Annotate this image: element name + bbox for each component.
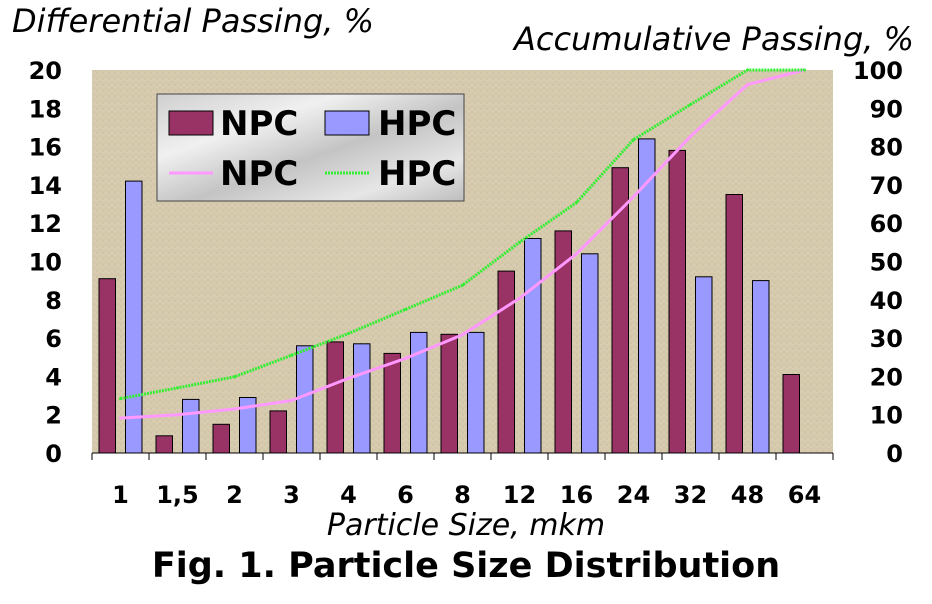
bar-npc-7 bbox=[497, 270, 515, 454]
bar-hpc-0 bbox=[125, 180, 143, 454]
legend: NPC HPC NPC HPC bbox=[156, 93, 465, 202]
legend-label-hpc-bar: HPC bbox=[378, 104, 456, 144]
legend-label-hpc-line: HPC bbox=[378, 154, 456, 194]
bar-hpc-3 bbox=[296, 345, 314, 454]
bar-npc-12 bbox=[782, 374, 800, 454]
y-tick-left: 12 bbox=[29, 210, 62, 238]
x-tick-label: 16 bbox=[560, 481, 593, 509]
bar-hpc-1 bbox=[182, 398, 200, 454]
x-tick-label: 48 bbox=[731, 481, 764, 509]
bar-npc-3 bbox=[269, 410, 287, 454]
y-tick-right: 50 bbox=[870, 249, 903, 277]
x-tick-label: 32 bbox=[674, 481, 707, 509]
point-hpc-8 bbox=[575, 201, 578, 204]
point-hpc-10 bbox=[689, 103, 692, 106]
figure-caption: Fig. 1. Particle Size Distribution bbox=[151, 546, 781, 586]
bar-npc-1 bbox=[155, 435, 173, 454]
point-hpc-0 bbox=[119, 397, 122, 401]
bar-npc-4 bbox=[326, 341, 344, 454]
y-tick-left: 8 bbox=[45, 287, 62, 315]
point-npc-9 bbox=[632, 195, 635, 199]
y-tick-right: 100 bbox=[853, 57, 903, 85]
y-tick-left: 2 bbox=[45, 402, 62, 430]
y-tick-right: 90 bbox=[870, 95, 903, 123]
y-tick-right: 20 bbox=[870, 363, 903, 391]
point-npc-3 bbox=[290, 399, 293, 402]
point-hpc-9 bbox=[632, 138, 635, 142]
point-hpc-1 bbox=[176, 386, 179, 390]
legend-swatch-hpc-bar bbox=[324, 110, 370, 136]
point-npc-8 bbox=[575, 252, 578, 256]
x-tick-label: 1 bbox=[112, 481, 129, 509]
y-tick-left: 16 bbox=[29, 134, 62, 162]
x-axis-title: Particle Size, mkm bbox=[326, 508, 606, 543]
x-tick-label: 6 bbox=[397, 481, 414, 509]
point-hpc-2 bbox=[233, 375, 236, 379]
bar-hpc-9 bbox=[638, 138, 656, 454]
bar-hpc-7 bbox=[524, 238, 542, 454]
y-tick-right: 80 bbox=[870, 134, 903, 162]
y-tick-left: 14 bbox=[29, 172, 62, 200]
y-axis-title-right: Accumulative Passing, % bbox=[513, 20, 914, 58]
x-tick-label: 3 bbox=[283, 481, 300, 509]
bar-npc-5 bbox=[383, 352, 401, 454]
point-npc-7 bbox=[518, 296, 521, 300]
bar-npc-11 bbox=[725, 194, 743, 454]
x-tick-label: 2 bbox=[226, 481, 243, 509]
x-tick-label: 12 bbox=[503, 481, 536, 509]
y-tick-left: 6 bbox=[45, 325, 62, 353]
legend-label-npc-bar: NPC bbox=[220, 104, 298, 144]
point-hpc-11 bbox=[746, 68, 749, 72]
y-tick-right: 70 bbox=[870, 172, 903, 200]
bar-hpc-8 bbox=[581, 253, 599, 454]
y-tick-left: 18 bbox=[29, 95, 62, 123]
point-npc-5 bbox=[404, 356, 407, 360]
point-npc-2 bbox=[233, 407, 236, 411]
x-tick-label: 4 bbox=[340, 481, 357, 509]
bar-hpc-10 bbox=[695, 276, 713, 454]
y-axis-title-left: Differential Passing, % bbox=[12, 2, 375, 40]
point-hpc-6 bbox=[461, 283, 464, 287]
y-tick-left: 10 bbox=[29, 249, 62, 277]
point-npc-11 bbox=[746, 83, 749, 87]
bar-npc-10 bbox=[668, 149, 686, 454]
point-hpc-4 bbox=[347, 332, 350, 335]
bar-npc-6 bbox=[440, 333, 458, 454]
x-tick-label: 24 bbox=[617, 481, 650, 509]
point-npc-6 bbox=[461, 333, 464, 337]
bar-npc-2 bbox=[212, 423, 230, 454]
point-npc-4 bbox=[347, 376, 350, 380]
bar-npc-0 bbox=[98, 278, 116, 454]
point-hpc-5 bbox=[404, 307, 407, 311]
x-tick-label: 1,5 bbox=[156, 481, 199, 509]
x-tick-label: 8 bbox=[454, 481, 471, 509]
bar-hpc-4 bbox=[353, 343, 371, 454]
legend-label-npc-line: NPC bbox=[220, 154, 298, 194]
y-tick-right: 10 bbox=[870, 402, 903, 430]
y-tick-left: 20 bbox=[29, 57, 62, 85]
y-tick-right: 30 bbox=[870, 325, 903, 353]
x-tick-label: 64 bbox=[788, 481, 821, 509]
point-npc-10 bbox=[689, 134, 692, 138]
point-npc-0 bbox=[119, 416, 122, 420]
point-hpc-12 bbox=[803, 68, 806, 72]
y-tick-right: 40 bbox=[870, 287, 903, 315]
y-tick-left: 4 bbox=[45, 363, 62, 391]
point-hpc-7 bbox=[518, 240, 521, 244]
bar-hpc-11 bbox=[752, 280, 770, 454]
point-hpc-3 bbox=[290, 353, 293, 357]
legend-swatch-npc-bar bbox=[168, 110, 214, 136]
y-tick-right: 60 bbox=[870, 210, 903, 238]
y-tick-right: 0 bbox=[886, 440, 903, 468]
bar-hpc-6 bbox=[467, 331, 485, 454]
y-tick-left: 0 bbox=[45, 440, 62, 468]
point-npc-1 bbox=[176, 413, 179, 417]
